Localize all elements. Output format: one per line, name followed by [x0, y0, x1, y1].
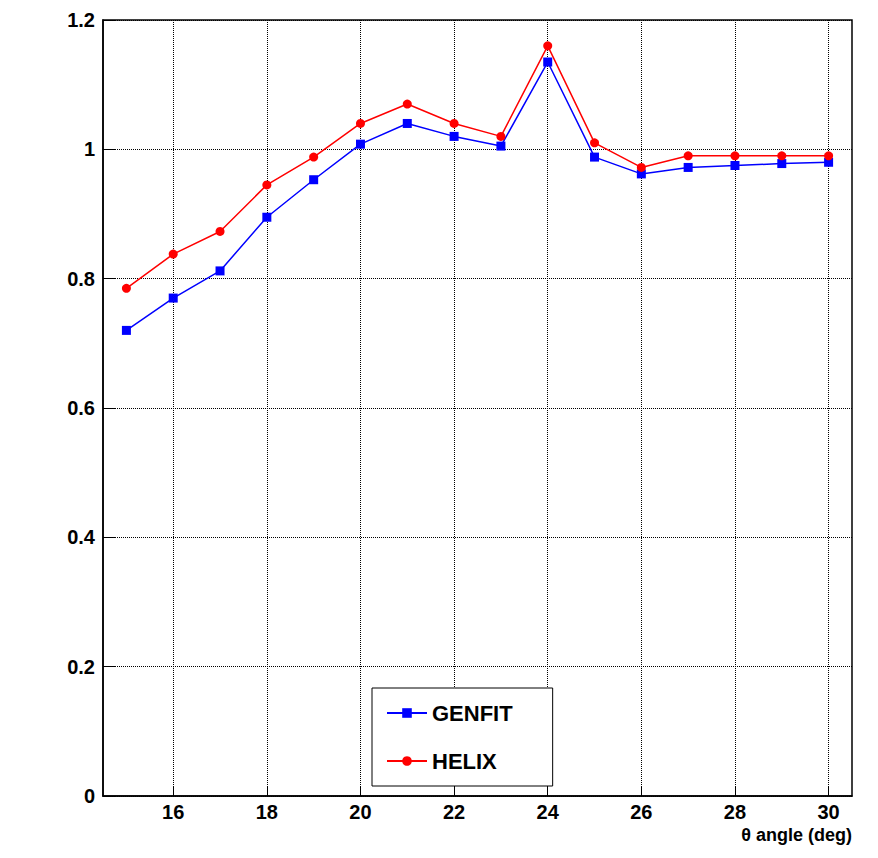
- svg-text:18: 18: [256, 801, 278, 823]
- svg-text:0.4: 0.4: [67, 526, 96, 548]
- svg-text:GENFIT: GENFIT: [432, 701, 513, 726]
- svg-text:26: 26: [630, 801, 652, 823]
- svg-text:0.8: 0.8: [67, 268, 95, 290]
- svg-text:24: 24: [537, 801, 560, 823]
- svg-text:1: 1: [84, 138, 95, 160]
- svg-text:θ angle (deg): θ angle (deg): [741, 825, 852, 845]
- svg-text:20: 20: [349, 801, 371, 823]
- svg-text:28: 28: [724, 801, 746, 823]
- svg-text:1.2: 1.2: [67, 9, 95, 31]
- svg-text:0.2: 0.2: [67, 656, 95, 678]
- svg-text:22: 22: [443, 801, 465, 823]
- svg-text:0.6: 0.6: [67, 397, 95, 419]
- svg-text:HELIX: HELIX: [432, 749, 497, 774]
- svg-text:0: 0: [84, 785, 95, 807]
- svg-text:30: 30: [817, 801, 839, 823]
- svg-text:16: 16: [162, 801, 184, 823]
